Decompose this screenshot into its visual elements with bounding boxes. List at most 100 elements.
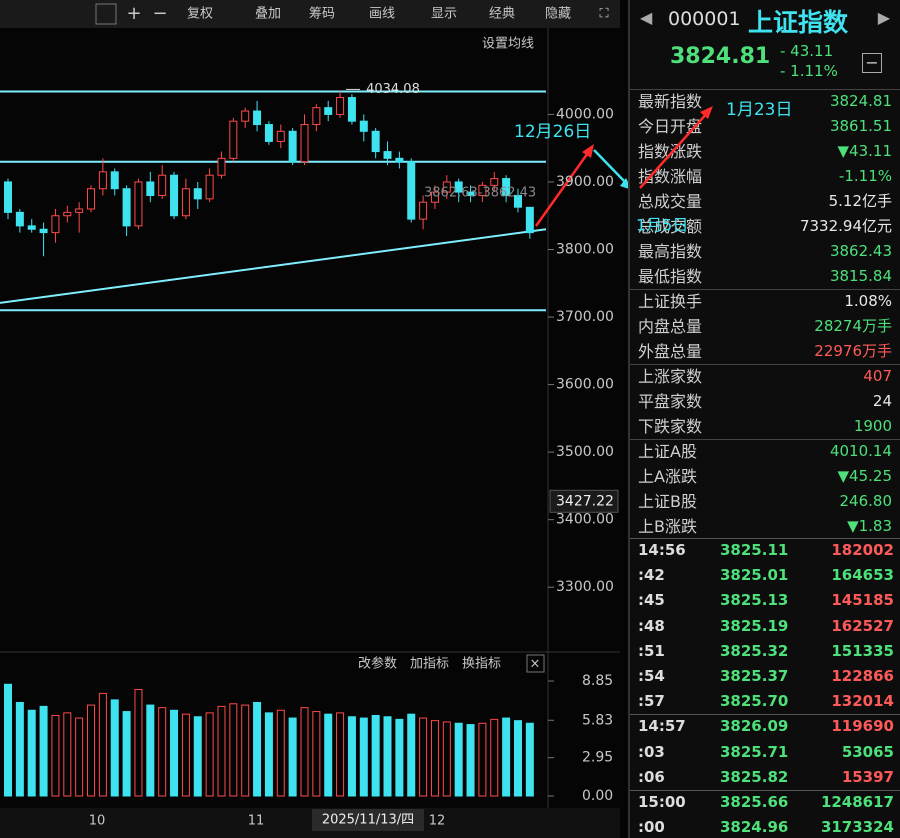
quote-row: 上证B股 246.80 (638, 489, 892, 514)
toolbar-button[interactable]: 叠加 (255, 7, 281, 22)
candle-body (15, 211, 24, 227)
volume-bar (39, 705, 48, 797)
quote-row: 指数涨跌 ▼43.11 (638, 139, 892, 164)
y-tick-label: 4000.00 (556, 106, 614, 122)
tick-price: 3825.66 (720, 793, 789, 811)
tick-row: 15:00 3825.66 1248617 (638, 790, 894, 815)
quote-row: 内盘总量 28274万手 (638, 314, 892, 339)
cyan-arrow (593, 149, 628, 186)
row-value: 1.08% (844, 292, 892, 310)
close-indicator[interactable] (526, 654, 545, 673)
candle-body (407, 161, 416, 220)
volume-bar (241, 704, 250, 797)
candle-body (359, 120, 368, 132)
quote-row: 下跌家数 1900 (638, 414, 892, 439)
lock-button[interactable] (95, 3, 117, 25)
tick-price: 3825.70 (720, 692, 789, 711)
candle-body (264, 124, 273, 142)
candle-body (430, 191, 439, 203)
candle-body (158, 174, 167, 196)
tick-time: 14:57 (638, 717, 686, 736)
tick-volume: 164653 (831, 566, 894, 585)
volume-bar (229, 703, 238, 797)
y-tick-label: 3800.00 (556, 242, 614, 258)
toolbar-button[interactable]: 隐藏 (545, 7, 571, 22)
volume-bar (4, 683, 12, 797)
volume-bar (264, 712, 273, 797)
close-icon[interactable]: × (530, 657, 541, 672)
quote-row: 最高指数 3862.43 (638, 239, 892, 264)
candle-body (134, 181, 143, 227)
y-tick-label: 3700.00 (556, 309, 614, 325)
tick-volume: 53065 (841, 742, 894, 761)
candle-body (395, 157, 404, 163)
toolbar-button[interactable]: 显示 (431, 7, 457, 22)
tick-time: :42 (638, 566, 665, 585)
tick-volume: 145185 (831, 591, 894, 610)
row-value: ▼1.83 (847, 517, 892, 535)
volume-bar (288, 717, 297, 797)
tick-price: 3825.71 (720, 742, 789, 761)
tick-volume: 1248617 (820, 793, 894, 811)
separator (630, 439, 900, 440)
volume-bar (502, 717, 511, 797)
tick-row: 14:57 3826.09 119690 (638, 714, 894, 739)
volume-bar (134, 688, 143, 797)
row-value: 22976万手 (814, 342, 892, 360)
price: 3824.81 (670, 44, 771, 69)
prev-arrow: ◀ (640, 8, 653, 27)
row-value: 1900 (853, 417, 892, 435)
candle-body (51, 215, 60, 234)
row-label: 上B涨跌 (638, 517, 697, 536)
row-value: 4010.14 (829, 442, 892, 460)
row-value: 24 (872, 392, 892, 410)
row-value: -1.11% (838, 167, 892, 185)
indicator-button[interactable]: 改参数 (358, 656, 397, 672)
row-label: 下跌家数 (638, 417, 703, 436)
zoom-out-icon[interactable]: − (152, 3, 167, 24)
candle-body (170, 174, 179, 217)
row-label: 平盘家数 (638, 392, 703, 411)
volume-bar (276, 709, 285, 797)
tick-time: :48 (638, 616, 665, 635)
volume-bar (359, 717, 368, 797)
toolbar-button[interactable]: 复权 (187, 6, 213, 22)
tick-price: 3825.13 (720, 591, 789, 610)
quote-row: 上B涨跌 ▼1.83 (638, 514, 892, 539)
candle-body (193, 188, 202, 200)
indicator-button[interactable]: 换指标 (462, 657, 501, 672)
cursor-label: 3427.22 (556, 493, 614, 509)
tick-time: :45 (638, 591, 665, 610)
tick-row: :57 3825.70 132014 (638, 689, 894, 714)
arrow-head (620, 178, 628, 189)
row-label: 上证B股 (638, 492, 697, 511)
quote-panel: ◀ ▶ 000001 上证指数 3824.81 - 43.11 - 1.11% − 最新指数 38… (628, 0, 900, 838)
indicator-button[interactable]: 加指标 (410, 657, 449, 672)
zoom-in-icon[interactable]: + (126, 3, 141, 24)
row-value: ▼43.11 (837, 142, 892, 160)
candle-body (288, 130, 297, 163)
tick-row: :51 3825.32 151335 (638, 639, 894, 664)
y-tick-label: 3900.00 (556, 174, 614, 190)
volume-bar (205, 712, 214, 797)
tick-price: 3826.09 (720, 717, 789, 736)
volume-bar (454, 722, 463, 797)
separator (630, 714, 900, 716)
tick-price: 3825.11 (720, 541, 789, 559)
candle-body (241, 110, 250, 122)
ma-setting[interactable]: 设置均线 (482, 37, 534, 52)
toolbar-button[interactable]: 画线 (369, 7, 395, 22)
row-value: 246.80 (839, 492, 893, 510)
fullscreen-icon[interactable]: ⛶ (598, 7, 609, 22)
tick-volume: 122866 (831, 667, 894, 685)
separator (630, 89, 900, 90)
volume-bar (395, 718, 404, 797)
tick-row: 14:56 3825.11 182002 (638, 538, 894, 563)
volume-bar (300, 707, 309, 797)
tick-row: :45 3825.13 145185 (638, 588, 894, 613)
red-arrow (534, 149, 592, 227)
tick-price: 3825.32 (720, 641, 789, 660)
toolbar-button[interactable]: 经典 (489, 7, 515, 22)
toolbar-button[interactable]: 筹码 (309, 6, 335, 22)
tick-time: 14:56 (638, 541, 686, 559)
